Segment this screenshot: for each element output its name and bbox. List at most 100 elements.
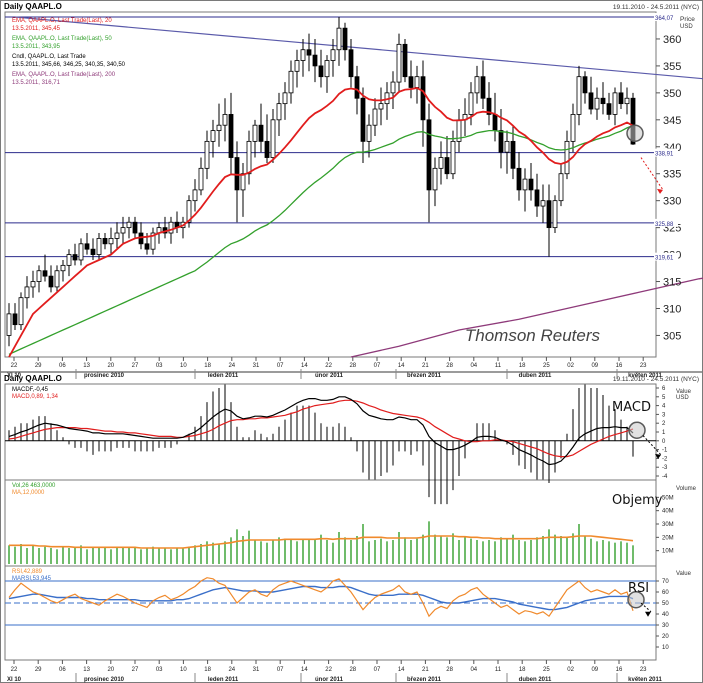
date-tick-label: 11 <box>495 363 502 369</box>
ema200-line <box>350 277 703 358</box>
volume-legend-entry: Vol,26 463,0000 <box>12 483 56 489</box>
macd-legend-entry: MACD,0,89, 1,34 <box>12 394 59 400</box>
candle-body <box>618 92 624 105</box>
price-level-badge: 338,91 <box>655 152 674 158</box>
date-tick-label: 20 <box>107 667 114 673</box>
price-level-badge: 364,07 <box>655 16 674 22</box>
date-tick-label: 03 <box>156 667 163 673</box>
chart-title: Daily QAAPL.O <box>4 374 62 383</box>
chart-date-range: 19.11.2010 - 24.5.2011 (NYC) <box>613 4 699 11</box>
ema20-line <box>8 87 634 358</box>
legend-entry: EMA, QAAPL.O, Last Trade(Last), 50 <box>12 36 112 42</box>
candle-body <box>408 76 414 88</box>
projection-arrow-line <box>642 435 662 456</box>
date-tick-label: 22 <box>11 667 18 673</box>
ema50-line <box>8 124 634 355</box>
date-month-label: prosinec 2010 <box>84 677 125 683</box>
candle-body <box>18 297 24 326</box>
date-tick-label: 07 <box>374 667 381 673</box>
candle-body <box>6 313 12 336</box>
watermark: Thomson Reuters <box>465 326 601 345</box>
date-tick-label: 07 <box>374 363 381 369</box>
candle-body <box>552 200 558 229</box>
price-tick-label: 330 <box>663 196 681 208</box>
macd-tick-label: 6 <box>662 386 666 392</box>
volume-panel-label: Objemy <box>612 493 663 508</box>
macd-tick-label: -3 <box>662 465 668 471</box>
date-tick-label: 25 <box>543 363 550 369</box>
date-month-label: XI 10 <box>7 677 22 683</box>
candle-body <box>558 173 564 202</box>
candle-body <box>54 270 60 288</box>
legend-entry: EMA, QAAPL.O, Last Trade(Last), 200 <box>12 72 116 78</box>
candle-body <box>42 270 48 277</box>
date-tick-label: 07 <box>277 363 284 369</box>
date-tick-label: 04 <box>470 667 477 673</box>
candle-body <box>66 254 72 266</box>
candle-body <box>222 114 228 126</box>
highlight-circle <box>627 590 645 609</box>
date-tick-label: 06 <box>59 667 66 673</box>
candle-body <box>630 97 636 145</box>
date-month-label: květen 2011 <box>628 677 662 683</box>
macd-tick-label: 2 <box>662 421 666 427</box>
candle-body <box>510 140 516 169</box>
price-axis-title: Price <box>680 16 695 23</box>
rsi-tick-label: 60 <box>662 590 669 596</box>
date-tick-label: 31 <box>253 667 260 673</box>
price-tick-label: 360 <box>663 34 681 46</box>
volume-tick-label: 10M <box>662 549 674 555</box>
date-tick-label: 02 <box>567 363 574 369</box>
rsi-tick-label: 50 <box>662 601 669 607</box>
candle-body <box>96 238 102 255</box>
date-tick-label: 16 <box>616 363 623 369</box>
rsi-tick-label: 20 <box>662 634 669 640</box>
candle-body <box>414 76 420 88</box>
date-tick-label: 18 <box>519 667 526 673</box>
candle-body <box>90 248 96 255</box>
date-tick-label: 14 <box>301 363 308 369</box>
price-axis-unit: USD <box>680 24 693 30</box>
macd-signal-line <box>8 399 634 458</box>
indicator-panels-frame <box>4 383 657 661</box>
candle-body <box>426 119 432 191</box>
candle-body <box>318 65 324 78</box>
candle-body <box>48 275 54 288</box>
candle-body <box>360 97 366 142</box>
date-tick-label: 22 <box>325 363 332 369</box>
price-tick-label: 345 <box>663 115 681 127</box>
date-tick-label: 27 <box>132 363 139 369</box>
rsi-average-line <box>8 585 634 611</box>
candle-body <box>624 97 630 105</box>
rsi-legend-entry: RSI,42,889 <box>12 569 43 575</box>
candle-body <box>474 76 480 94</box>
date-month-label: únor 2011 <box>315 677 344 683</box>
candle-body <box>546 200 552 229</box>
candle-body <box>78 243 84 261</box>
macd-tick-label: 3 <box>662 412 666 418</box>
date-tick-label: 09 <box>591 667 598 673</box>
date-month-label: březen 2011 <box>407 373 442 379</box>
date-month-label: XI 10 <box>7 373 22 379</box>
candle-body <box>492 114 498 131</box>
rsi-tick-label: 40 <box>662 612 669 618</box>
candle-body <box>84 243 90 250</box>
rsi-tick-label: 10 <box>662 645 669 651</box>
candle-body <box>306 49 312 56</box>
price-level-badge-bg <box>654 148 678 157</box>
volume-tick-label: 30M <box>662 522 674 528</box>
date-tick-label: 07 <box>277 667 284 673</box>
candle-body <box>102 238 108 245</box>
macd-tick-label: 0 <box>662 439 666 445</box>
candle-body <box>402 43 408 78</box>
date-tick-label: 09 <box>591 363 598 369</box>
candle-body <box>144 243 150 250</box>
price-level-badge: 319,61 <box>655 256 674 262</box>
date-tick-label: 16 <box>616 667 623 673</box>
date-tick-label: 22 <box>11 363 18 369</box>
candle-body <box>228 114 234 158</box>
date-month-label: květen 2011 <box>628 373 662 379</box>
candle-body <box>246 140 252 175</box>
date-tick-label: 23 <box>640 667 647 673</box>
candle-body <box>540 200 546 207</box>
